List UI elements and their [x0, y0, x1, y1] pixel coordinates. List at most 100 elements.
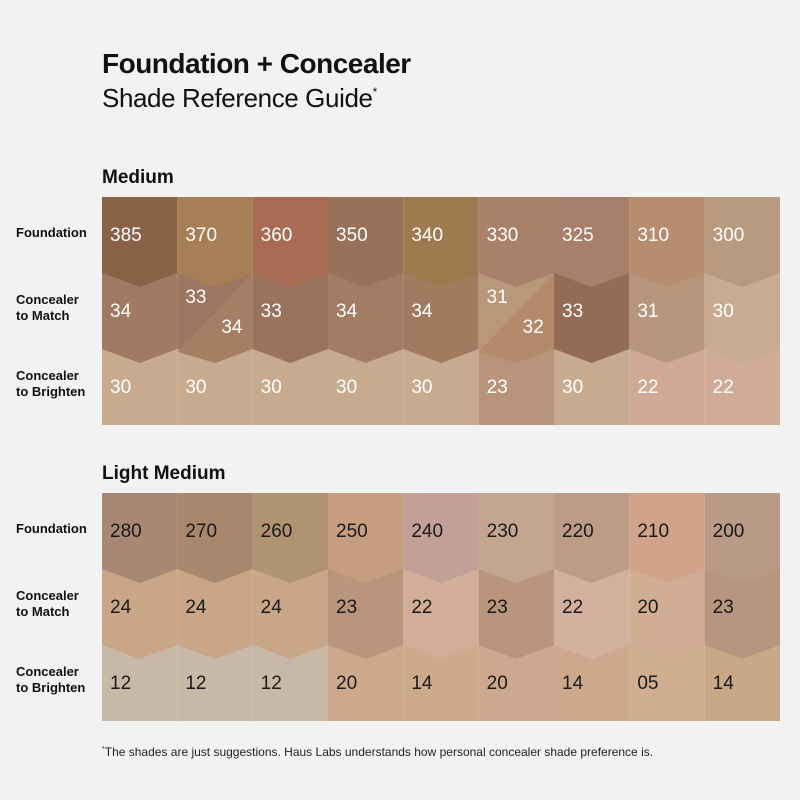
swatch-shape [403, 645, 479, 721]
shade-number: 34 [221, 317, 243, 338]
swatch-shape [252, 349, 328, 425]
shade-swatch: 340 [403, 197, 479, 287]
shade-swatch: 20 [328, 645, 404, 721]
shade-number: 12 [110, 673, 131, 694]
shade-number: 22 [562, 597, 583, 618]
swatch-shape [177, 569, 253, 659]
shade-number: 230 [487, 521, 519, 542]
shade-swatch: 12 [252, 645, 328, 721]
shade-grid: 30 30 30 30 30 23 30 22 22 34 33 34 33 34 34 31 32 33 31 30… [102, 197, 780, 425]
shade-number: 14 [562, 673, 584, 694]
shade-number: 12 [261, 673, 282, 694]
shade-swatch: 14 [554, 645, 630, 721]
swatch-shape [704, 569, 780, 659]
swatch-shape [554, 349, 630, 425]
shade-number: 30 [185, 377, 206, 398]
swatch-shape [704, 493, 780, 583]
swatch-shape [554, 569, 630, 659]
shade-swatch: 34 [403, 273, 479, 363]
shade-swatch: 200 [704, 493, 780, 583]
swatch-shape [102, 273, 178, 363]
shade-swatch: 240 [403, 493, 479, 583]
shade-number: 220 [562, 521, 594, 542]
shade-swatch: 20 [629, 569, 705, 659]
page-title: Foundation + Concealer [102, 48, 411, 79]
row-label: Concealer to Match [16, 588, 101, 620]
swatch-shape [554, 493, 630, 583]
shade-number: 30 [713, 301, 734, 322]
swatch-shape [328, 569, 404, 659]
shade-swatch: 230 [478, 493, 554, 583]
swatch-shape [629, 493, 705, 583]
swatch-shape [177, 197, 253, 287]
swatch-shape [102, 349, 178, 425]
shade-swatch: 22 [704, 349, 780, 425]
shade-swatch: 14 [704, 645, 780, 721]
swatch-shape [102, 645, 178, 721]
swatch-shape [252, 493, 328, 583]
shade-swatch: 325 [554, 197, 630, 287]
swatch-shape [478, 197, 554, 287]
shade-swatch: 30 [177, 349, 253, 425]
shade-swatch: 23 [704, 569, 780, 659]
shade-swatch: 30 [554, 349, 630, 425]
row-label: Concealer to Brighten [16, 368, 101, 400]
swatch-split-shape [177, 273, 253, 363]
swatch-shape [252, 569, 328, 659]
shade-number: 34 [110, 301, 132, 322]
row-label: Concealer to Brighten [16, 664, 101, 696]
row-label-line: Concealer [16, 368, 79, 383]
shade-number: 12 [185, 673, 206, 694]
shade-number: 22 [713, 377, 734, 398]
swatch-shape [554, 273, 630, 363]
swatch-shape [328, 197, 404, 287]
shade-swatch: 23 [478, 349, 554, 425]
swatch-shape [328, 349, 404, 425]
shade-swatch: 260 [252, 493, 328, 583]
shade-number: 31 [637, 301, 658, 322]
shade-swatch: 31 32 [478, 273, 554, 363]
shade-number: 05 [637, 673, 658, 694]
shade-swatch: 05 [629, 645, 705, 721]
swatch-shape [403, 197, 479, 287]
shade-number: 14 [713, 673, 735, 694]
shade-number: 370 [185, 225, 217, 246]
shade-number: 23 [487, 377, 508, 398]
shade-swatch: 310 [629, 197, 705, 287]
shade-swatch: 23 [478, 569, 554, 659]
shade-number: 23 [713, 597, 734, 618]
swatch-shape [478, 349, 554, 425]
shade-swatch: 33 34 [177, 273, 253, 363]
shade-number: 210 [637, 521, 669, 542]
shade-number: 34 [411, 301, 433, 322]
shade-swatch: 370 [177, 197, 253, 287]
shade-swatch: 30 [704, 273, 780, 363]
swatch-shape [478, 645, 554, 721]
shade-number: 240 [411, 521, 443, 542]
swatch-shape [252, 273, 328, 363]
shade-swatch: 280 [102, 493, 178, 583]
shade-number: 200 [713, 521, 745, 542]
shade-number: 340 [411, 225, 443, 246]
shade-number: 30 [411, 377, 432, 398]
shade-swatch: 23 [328, 569, 404, 659]
row-label: Concealer to Match [16, 292, 101, 324]
shade-number: 30 [261, 377, 282, 398]
shade-number: 31 [487, 287, 508, 308]
shade-number: 330 [487, 225, 519, 246]
shade-number: 20 [487, 673, 508, 694]
footnote: *The shades are just suggestions. Haus L… [102, 745, 653, 759]
row-label-line: Foundation [16, 521, 87, 536]
row-label-line: to Match [16, 604, 70, 619]
swatch-shape [704, 645, 780, 721]
page-subtitle: Shade Reference Guide* [102, 83, 377, 114]
section-title: Light Medium [102, 463, 226, 484]
shade-swatch: 22 [554, 569, 630, 659]
swatch-split-shape [478, 273, 554, 363]
swatch-shape [328, 493, 404, 583]
swatch-shape [629, 349, 705, 425]
shade-number: 24 [110, 597, 132, 618]
swatch-shape [403, 493, 479, 583]
swatch-shape [328, 273, 404, 363]
asterisk: * [372, 85, 378, 99]
